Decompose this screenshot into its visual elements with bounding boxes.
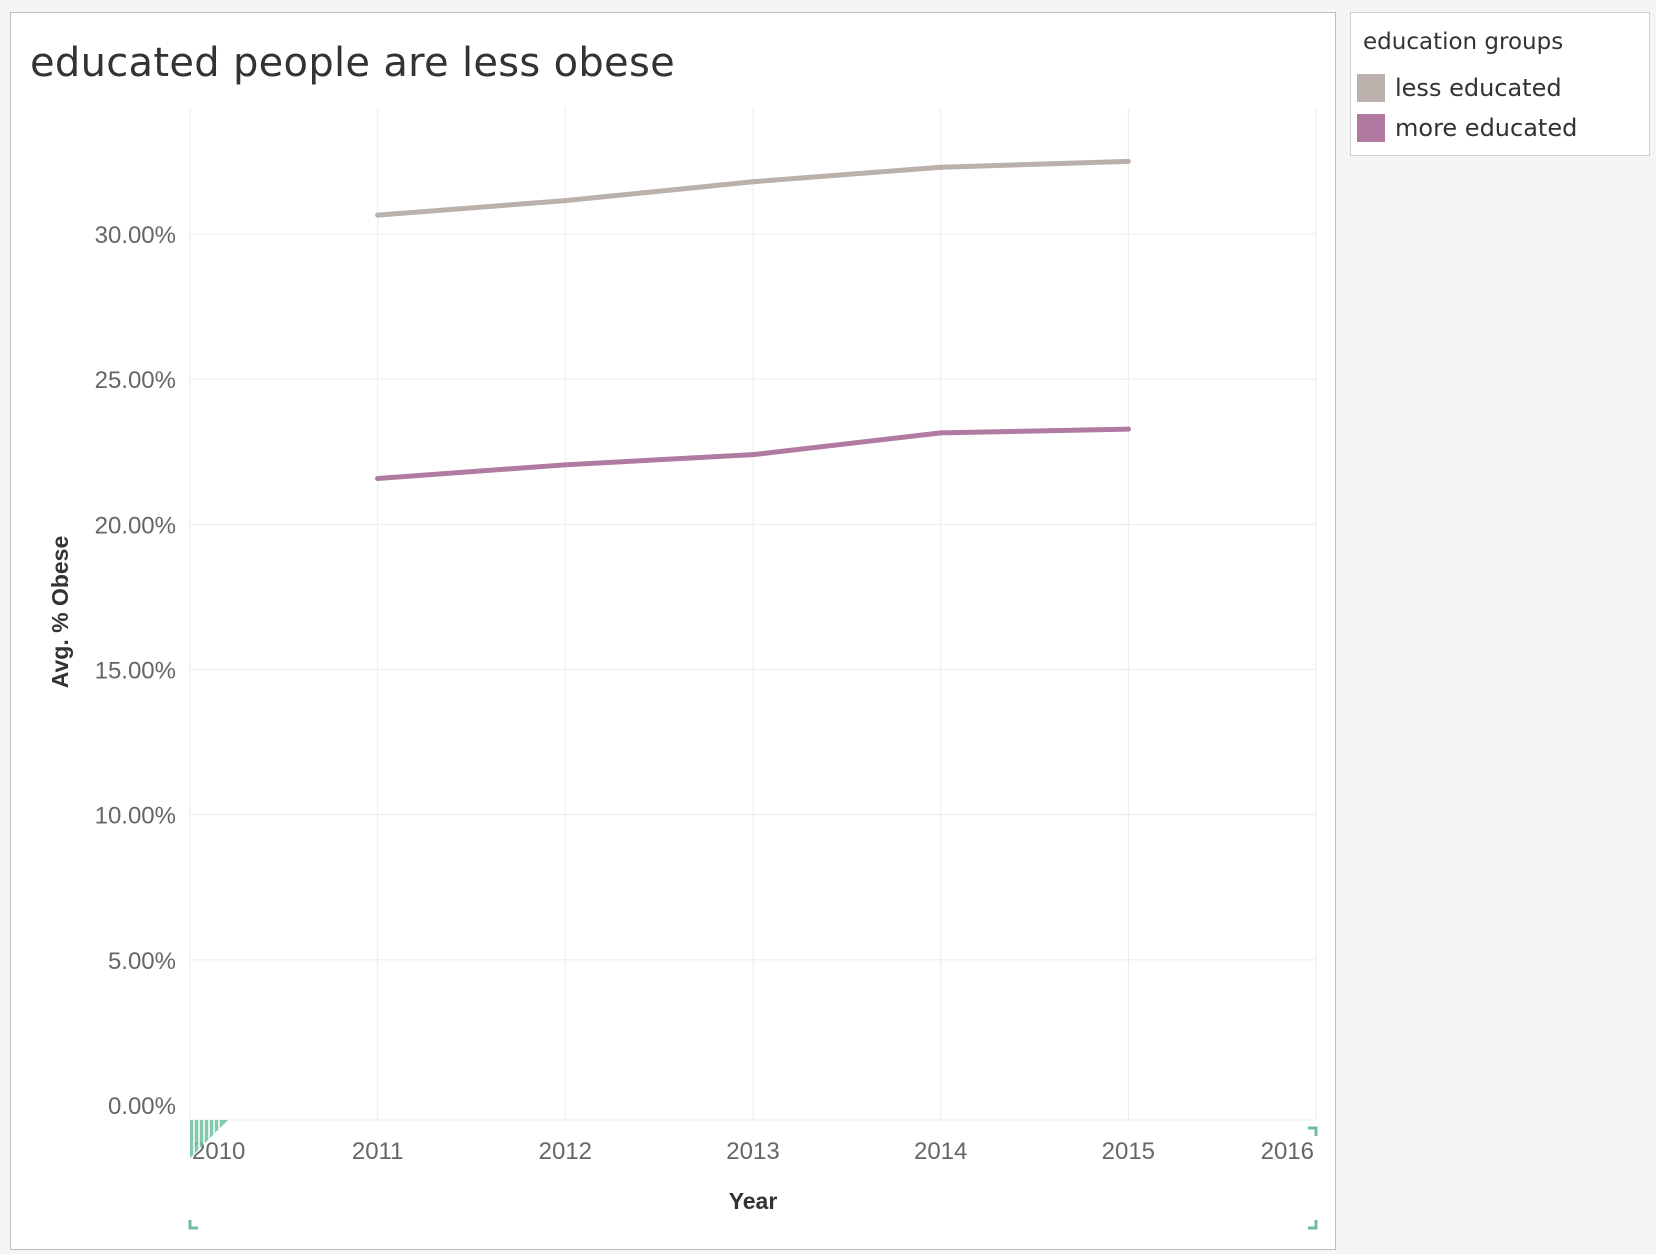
y-tick-label: 0.00%: [108, 1093, 176, 1120]
data-point[interactable]: [375, 475, 381, 481]
y-axis-title: Avg. % Obese: [47, 536, 73, 689]
x-tick-label: 2015: [1102, 1138, 1155, 1165]
selection-marks: [188, 1120, 1318, 1230]
selection-corner-mark: [1308, 1126, 1318, 1136]
data-point[interactable]: [375, 212, 381, 218]
data-point[interactable]: [562, 198, 568, 204]
color-legend: education groups less educated more educ…: [1350, 12, 1650, 156]
x-tick-label: 2013: [726, 1138, 779, 1165]
tick-labels: 0.00% 5.00% 10.00% 15.00% 20.00% 25.00% 30.00%…: [95, 222, 1314, 1165]
y-tick-label: 30.00%: [95, 222, 176, 249]
y-tick-label: 20.00%: [95, 512, 176, 539]
y-tick-label: 25.00%: [95, 367, 176, 394]
legend-title: education groups: [1363, 29, 1564, 55]
legend-item-less-educated[interactable]: less educated: [1357, 73, 1647, 103]
data-point[interactable]: [1125, 158, 1131, 164]
y-tick-label: 15.00%: [95, 658, 176, 685]
worksheet: [10, 12, 1336, 1250]
y-tick-label: 5.00%: [108, 948, 176, 975]
selection-corner-mark: [1308, 1220, 1318, 1230]
data-point[interactable]: [1125, 426, 1131, 432]
x-tick-label: 2014: [914, 1138, 967, 1165]
data-point[interactable]: [562, 462, 568, 468]
data-point[interactable]: [750, 179, 756, 185]
legend-swatch-less-educated: [1357, 74, 1385, 102]
data-point[interactable]: [750, 452, 756, 458]
chart-title: educated people are less obese: [30, 40, 675, 86]
legend-item-more-educated[interactable]: more educated: [1357, 113, 1647, 143]
legend-label-less-educated: less educated: [1395, 74, 1562, 102]
selection-corner-mark: [188, 1220, 198, 1230]
x-tick-label: 2016: [1261, 1138, 1314, 1165]
x-tick-label: 2011: [352, 1138, 404, 1165]
series-lines: [375, 158, 1131, 481]
x-axis-title: Year: [729, 1188, 778, 1214]
data-point[interactable]: [938, 164, 944, 170]
legend-label-more-educated: more educated: [1395, 114, 1578, 142]
legend-swatch-more-educated: [1357, 114, 1385, 142]
gridlines: [189, 108, 1317, 1121]
x-tick-label: 2012: [539, 1138, 592, 1165]
y-tick-label: 10.00%: [95, 803, 176, 830]
data-point[interactable]: [938, 430, 944, 436]
